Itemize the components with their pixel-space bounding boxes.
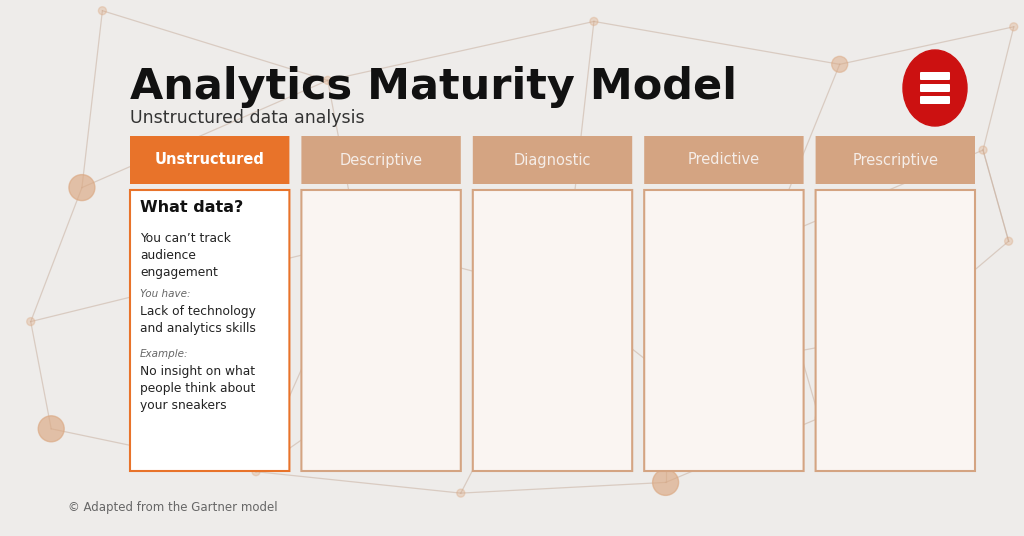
Circle shape: [98, 7, 106, 14]
Circle shape: [27, 318, 35, 325]
Circle shape: [324, 77, 332, 84]
Circle shape: [38, 416, 65, 442]
FancyBboxPatch shape: [301, 190, 461, 471]
Circle shape: [760, 233, 776, 249]
Text: Example:: Example:: [140, 349, 188, 359]
Circle shape: [979, 146, 987, 154]
Circle shape: [1010, 23, 1018, 31]
Circle shape: [590, 18, 598, 25]
Text: Diagnostic: Diagnostic: [514, 153, 591, 167]
Text: What data?: What data?: [140, 200, 244, 215]
Text: Descriptive: Descriptive: [340, 153, 423, 167]
Text: Analytics Maturity Model: Analytics Maturity Model: [130, 66, 737, 108]
FancyBboxPatch shape: [130, 136, 290, 184]
FancyBboxPatch shape: [920, 72, 950, 80]
Circle shape: [559, 291, 567, 299]
Text: Prescriptive: Prescriptive: [852, 153, 938, 167]
FancyBboxPatch shape: [644, 190, 804, 471]
Text: No insight on what
people think about
your sneakers: No insight on what people think about yo…: [140, 365, 255, 412]
FancyBboxPatch shape: [920, 96, 950, 104]
Circle shape: [652, 470, 679, 495]
Text: You can’t track
audience
engagement: You can’t track audience engagement: [140, 232, 230, 279]
Circle shape: [350, 233, 367, 249]
Text: Lack of technology
and analytics skills: Lack of technology and analytics skills: [140, 305, 256, 335]
Circle shape: [815, 414, 823, 422]
FancyBboxPatch shape: [815, 190, 975, 471]
Circle shape: [652, 362, 679, 388]
FancyBboxPatch shape: [473, 136, 632, 184]
Circle shape: [69, 175, 95, 200]
Circle shape: [893, 324, 909, 340]
Text: You have:: You have:: [140, 289, 190, 299]
Circle shape: [831, 56, 848, 72]
Text: © Adapted from the Gartner model: © Adapted from the Gartner model: [68, 501, 278, 514]
Circle shape: [457, 489, 465, 497]
Circle shape: [252, 468, 260, 475]
Circle shape: [406, 361, 414, 368]
FancyBboxPatch shape: [301, 136, 461, 184]
Text: Unstructured data analysis: Unstructured data analysis: [130, 109, 365, 127]
FancyBboxPatch shape: [473, 190, 632, 471]
FancyBboxPatch shape: [815, 136, 975, 184]
Text: Predictive: Predictive: [688, 153, 760, 167]
Circle shape: [1005, 237, 1013, 245]
FancyBboxPatch shape: [130, 190, 290, 471]
FancyBboxPatch shape: [920, 84, 950, 92]
Text: Unstructured: Unstructured: [155, 153, 264, 167]
FancyBboxPatch shape: [644, 136, 804, 184]
Ellipse shape: [903, 50, 967, 126]
